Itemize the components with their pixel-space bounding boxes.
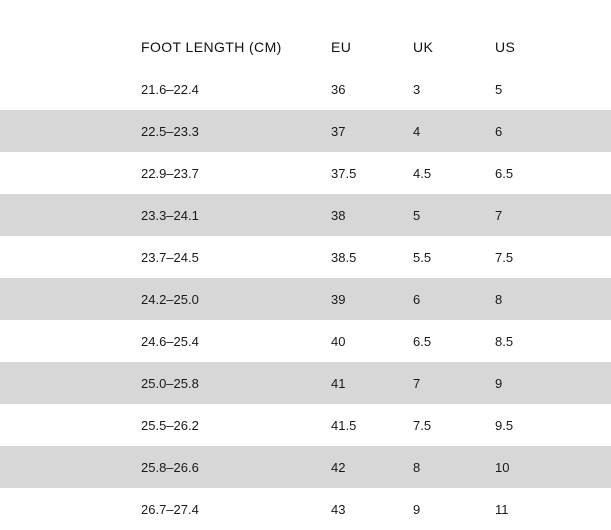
cell-eu: 42 [331,446,413,488]
cell-eu: 38 [331,194,413,236]
cell-uk: 5.5 [413,236,495,278]
header-us: US [495,26,611,68]
cell-spacer [0,68,141,110]
cell-uk: 6 [413,278,495,320]
cell-foot-length: 25.8–26.6 [141,446,331,488]
cell-spacer [0,446,141,488]
cell-eu: 38.5 [331,236,413,278]
cell-foot-length: 21.6–22.4 [141,68,331,110]
cell-eu: 43 [331,488,413,530]
cell-eu: 37 [331,110,413,152]
cell-uk: 8 [413,446,495,488]
cell-us: 8 [495,278,611,320]
cell-us: 5 [495,68,611,110]
cell-spacer [0,362,141,404]
cell-spacer [0,488,141,530]
cell-eu: 41 [331,362,413,404]
table-row: 23.3–24.13857 [0,194,611,236]
cell-uk: 4 [413,110,495,152]
cell-us: 6.5 [495,152,611,194]
header-spacer [0,26,141,68]
cell-eu: 36 [331,68,413,110]
table-row: 25.8–26.642810 [0,446,611,488]
cell-us: 9 [495,362,611,404]
cell-us: 9.5 [495,404,611,446]
cell-us: 6 [495,110,611,152]
cell-foot-length: 23.3–24.1 [141,194,331,236]
table-row: 24.6–25.4406.58.5 [0,320,611,362]
cell-us: 8.5 [495,320,611,362]
cell-uk: 5 [413,194,495,236]
table-row: 23.7–24.538.55.57.5 [0,236,611,278]
cell-eu: 41.5 [331,404,413,446]
table-row: 21.6–22.43635 [0,68,611,110]
cell-uk: 7.5 [413,404,495,446]
header-eu: EU [331,26,413,68]
cell-us: 11 [495,488,611,530]
header-foot-length: FOOT LENGTH (CM) [141,26,331,68]
cell-foot-length: 26.7–27.4 [141,488,331,530]
cell-foot-length: 22.5–23.3 [141,110,331,152]
cell-us: 7.5 [495,236,611,278]
table-row: 25.0–25.84179 [0,362,611,404]
table-row: 24.2–25.03968 [0,278,611,320]
cell-foot-length: 23.7–24.5 [141,236,331,278]
table-row: 26.7–27.443911 [0,488,611,530]
cell-spacer [0,152,141,194]
cell-spacer [0,278,141,320]
cell-us: 7 [495,194,611,236]
cell-uk: 9 [413,488,495,530]
table-row: 22.5–23.33746 [0,110,611,152]
cell-foot-length: 24.2–25.0 [141,278,331,320]
cell-spacer [0,320,141,362]
cell-foot-length: 25.5–26.2 [141,404,331,446]
size-chart-container: FOOT LENGTH (CM) EU UK US 21.6–22.436352… [0,0,611,530]
table-header-row: FOOT LENGTH (CM) EU UK US [0,26,611,68]
cell-eu: 37.5 [331,152,413,194]
cell-spacer [0,110,141,152]
cell-us: 10 [495,446,611,488]
cell-uk: 7 [413,362,495,404]
cell-spacer [0,404,141,446]
header-uk: UK [413,26,495,68]
table-row: 25.5–26.241.57.59.5 [0,404,611,446]
table-row: 22.9–23.737.54.56.5 [0,152,611,194]
cell-eu: 39 [331,278,413,320]
cell-spacer [0,236,141,278]
cell-foot-length: 22.9–23.7 [141,152,331,194]
cell-foot-length: 25.0–25.8 [141,362,331,404]
cell-eu: 40 [331,320,413,362]
cell-uk: 6.5 [413,320,495,362]
cell-uk: 3 [413,68,495,110]
cell-uk: 4.5 [413,152,495,194]
cell-foot-length: 24.6–25.4 [141,320,331,362]
cell-spacer [0,194,141,236]
size-chart-table: FOOT LENGTH (CM) EU UK US 21.6–22.436352… [0,26,611,530]
